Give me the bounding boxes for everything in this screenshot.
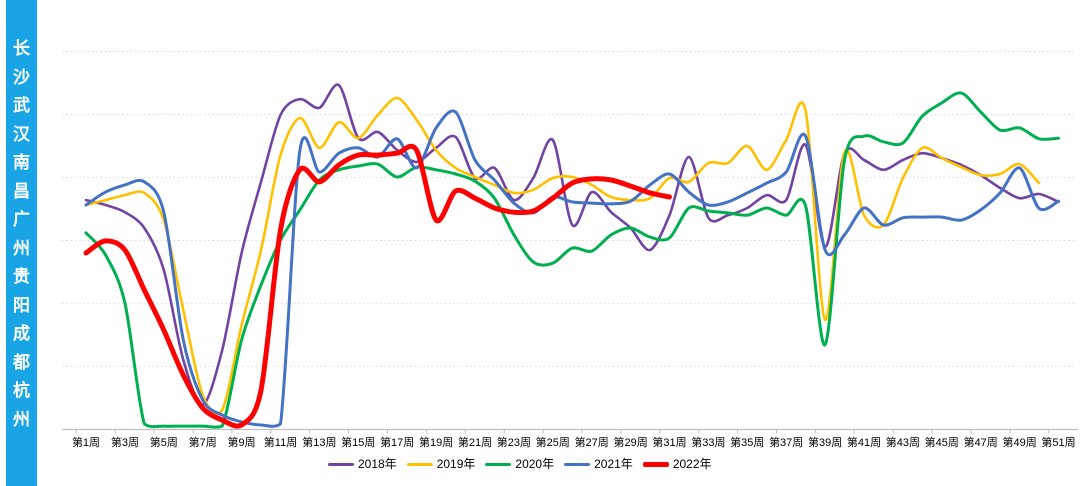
sidebar-char-11: 都	[13, 352, 30, 372]
chart-legend: 2018年 2019年 2020年 2021年 2022年	[328, 457, 712, 471]
x-label-39: 第39周	[808, 435, 842, 449]
legend-label: 2022年	[672, 457, 712, 471]
x-label-3: 第3周	[111, 435, 139, 449]
legend-item-2018年: 2018年	[328, 457, 397, 471]
series-line-2019年	[84, 96, 1041, 416]
sidebar-char-0: 长	[13, 39, 30, 58]
sidebar-char-8: 贵	[13, 267, 30, 286]
sidebar-char-13: 州	[13, 409, 30, 429]
x-label-15: 第15周	[341, 435, 375, 449]
x-label-7: 第7周	[189, 435, 217, 449]
sidebar-char-12: 杭	[13, 381, 30, 400]
x-label-45: 第45周	[925, 435, 959, 449]
sidebar-char-9: 阳	[13, 295, 30, 315]
x-label-19: 第19周	[419, 435, 453, 449]
sidebar-char-5: 昌	[13, 181, 30, 201]
sidebar-char-10: 成	[13, 324, 30, 343]
x-label-47: 第47周	[964, 435, 998, 449]
legend-item-2021年: 2021年	[564, 457, 633, 471]
legend-label: 2019年	[436, 457, 476, 471]
legend-swatch-2019年	[406, 462, 433, 466]
x-label-43: 第43周	[886, 435, 920, 449]
x-label-17: 第17周	[380, 435, 414, 449]
city-sidebar: 长沙武汉南昌广州贵阳成都杭州	[6, 0, 37, 486]
legend-label: 2021年	[594, 457, 633, 471]
x-label-27: 第27周	[575, 435, 609, 449]
x-label-41: 第41周	[847, 435, 881, 449]
series-line-2018年	[84, 83, 1060, 407]
x-label-31: 第31周	[652, 435, 686, 449]
x-label-51: 第51周	[1041, 435, 1075, 449]
legend-item-2019年: 2019年	[406, 457, 476, 471]
x-label-21: 第21周	[458, 435, 492, 449]
legend-label: 2018年	[358, 457, 397, 471]
x-label-1: 第1周	[72, 435, 100, 449]
sidebar-char-4: 南	[13, 153, 30, 172]
sidebar-char-1: 沙	[13, 67, 30, 87]
sidebar-char-7: 州	[13, 238, 30, 258]
x-label-29: 第29周	[613, 435, 647, 449]
legend-label: 2020年	[515, 457, 555, 471]
sidebar-char-3: 汉	[13, 124, 30, 144]
series-line-2020年	[84, 91, 1060, 429]
x-label-23: 第23周	[497, 435, 531, 449]
x-label-25: 第25周	[536, 435, 570, 449]
sidebar-char-6: 广	[13, 210, 30, 229]
x-label-13: 第13周	[302, 435, 336, 449]
legend-swatch-2018年	[328, 462, 354, 466]
legend-item-2022年: 2022年	[642, 457, 712, 471]
series-line-2022年	[83, 143, 672, 429]
legend-item-2020年: 2020年	[485, 457, 554, 471]
x-label-33: 第33周	[691, 435, 725, 449]
sidebar-char-2: 武	[13, 96, 30, 115]
x-label-37: 第37周	[769, 435, 803, 449]
x-label-35: 第35周	[730, 435, 764, 449]
legend-swatch-2022年	[642, 461, 669, 467]
x-label-49: 第49周	[1002, 435, 1036, 449]
legend-swatch-2021年	[564, 462, 591, 466]
x-label-9: 第9周	[228, 435, 256, 449]
legend-swatch-2020年	[485, 462, 512, 466]
x-label-5: 第5周	[150, 435, 178, 449]
x-label-11: 第11周	[264, 435, 297, 449]
